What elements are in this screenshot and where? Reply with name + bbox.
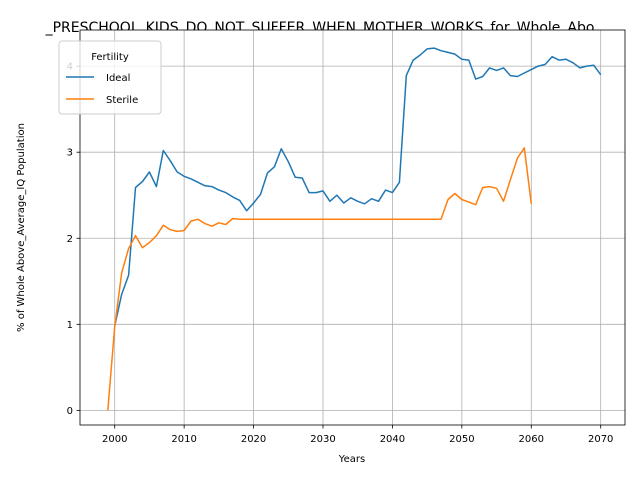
- x-tick-label: 2040: [380, 434, 405, 445]
- plot-area: [80, 30, 625, 425]
- x-axis-label: Years: [338, 454, 365, 465]
- y-tick-label: 2: [67, 234, 73, 245]
- grid-lines: [80, 30, 625, 425]
- legend-box: [58, 40, 162, 115]
- series-lines: [107, 47, 602, 411]
- y-tick-label: 3: [67, 148, 73, 159]
- x-tick-label: 2020: [241, 434, 266, 445]
- x-tick-label: 2030: [310, 434, 335, 445]
- y-tick-label: 0: [67, 406, 73, 417]
- series-line-ideal: [113, 47, 602, 327]
- x-tick-label: 2050: [449, 434, 474, 445]
- x-tick-label: 2000: [102, 434, 127, 445]
- x-tick-label: 2010: [171, 434, 196, 445]
- x-tick-label: 2060: [519, 434, 544, 445]
- y-tick-label: 1: [67, 320, 73, 331]
- legend-title: Fertility: [91, 52, 129, 63]
- legend-label-sterile: Sterile: [106, 95, 138, 106]
- x-tick-label: 2070: [588, 434, 613, 445]
- y-axis-label: % of Whole Above_Average_IQ Population: [16, 123, 27, 332]
- series-line-sterile: [107, 147, 533, 411]
- legend-label-ideal: Ideal: [106, 73, 130, 84]
- plot-frame: [79, 29, 626, 426]
- legend: Fertility Ideal Sterile: [58, 40, 162, 115]
